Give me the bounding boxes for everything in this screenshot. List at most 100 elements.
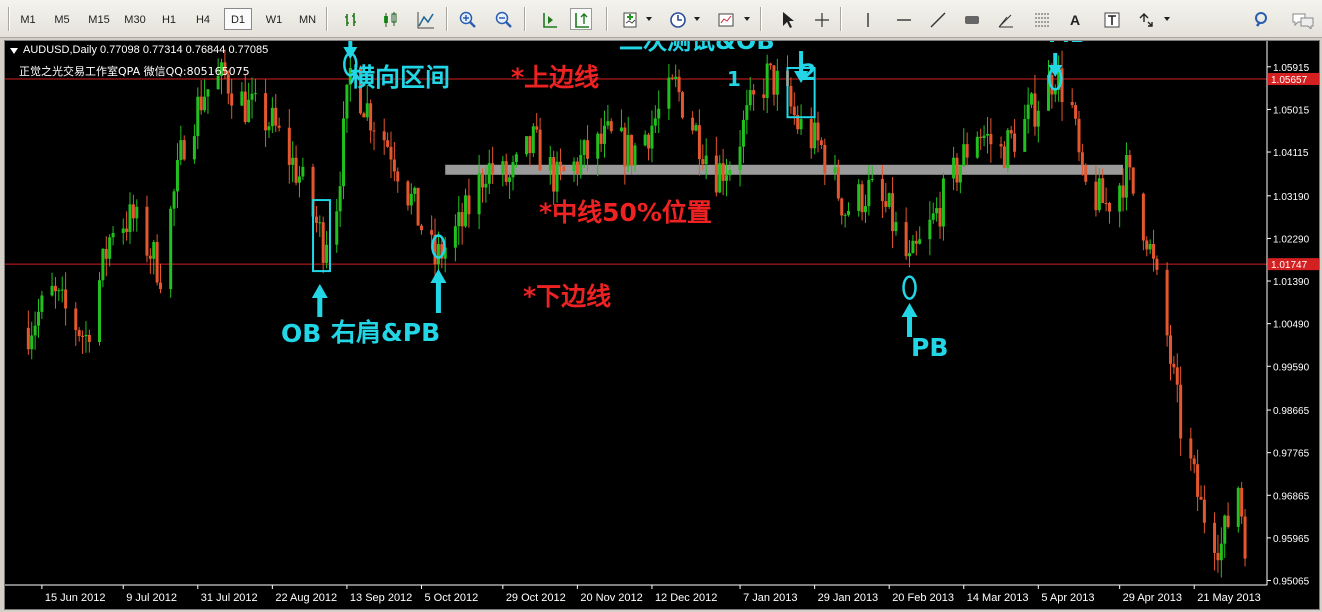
fibonacci-icon[interactable]: [1030, 8, 1052, 30]
candle-body: [321, 222, 325, 263]
candle-body: [389, 146, 393, 160]
candle-body: [33, 325, 37, 336]
candle-body: [799, 119, 803, 130]
arrows-dropdown-icon[interactable]: [1164, 17, 1170, 21]
candle-body: [508, 177, 512, 182]
horizontal-line-icon[interactable]: [892, 8, 914, 30]
candle-body: [1155, 258, 1159, 270]
time-tick-label: 12 Dec 2012: [655, 592, 717, 604]
search-icon[interactable]: [1250, 8, 1272, 30]
time-tick-label: 29 Oct 2012: [506, 592, 566, 604]
candle-body: [884, 201, 888, 207]
templates-icon[interactable]: [714, 8, 736, 30]
candle-body: [277, 125, 281, 128]
timeframe-m15[interactable]: M15: [88, 14, 110, 26]
candle-body: [487, 163, 491, 184]
candle-body: [433, 234, 437, 265]
candle-body: [1077, 118, 1081, 153]
candle-body: [762, 94, 766, 98]
timeframe-mn[interactable]: MN: [299, 14, 317, 26]
candle-body: [318, 222, 322, 224]
candle-body: [362, 113, 366, 118]
candle-body: [342, 118, 346, 187]
zoom-out-icon[interactable]: [492, 8, 514, 30]
indicators-dropdown-icon[interactable]: [646, 17, 652, 21]
timeframe-h1[interactable]: H1: [161, 14, 177, 26]
candle-body: [1006, 130, 1010, 168]
candle-body: [728, 169, 732, 176]
candle-body: [1101, 178, 1105, 204]
candle-body: [738, 146, 742, 170]
candle-body: [40, 295, 44, 312]
timeframe-m30[interactable]: M30: [124, 14, 146, 26]
candle-body: [1236, 487, 1240, 527]
crosshair-icon[interactable]: [810, 8, 832, 30]
candle-body: [633, 145, 637, 166]
timeframe-w1[interactable]: W1: [265, 14, 283, 26]
candle-body: [270, 107, 274, 127]
candle-body: [1172, 363, 1176, 368]
vertical-line-icon[interactable]: [856, 8, 878, 30]
candle-body: [667, 77, 671, 109]
candle-body: [169, 208, 173, 290]
candle-body: [575, 161, 579, 175]
candle-body: [847, 210, 851, 215]
channel-icon[interactable]: [960, 8, 982, 30]
collapse-triangle-icon[interactable]: [10, 48, 18, 54]
candle-body: [267, 126, 271, 131]
candle-body: [1023, 119, 1027, 152]
text-label-icon[interactable]: [1100, 8, 1122, 30]
chat-icon[interactable]: [1288, 8, 1316, 30]
candle-body: [26, 327, 30, 350]
candle-body: [975, 136, 979, 158]
timeframe-m5[interactable]: M5: [54, 14, 70, 26]
candlestick-icon[interactable]: [378, 8, 400, 30]
candle-body: [301, 166, 305, 177]
candle-body: [84, 334, 88, 337]
candle-body: [335, 211, 339, 245]
candle-body: [1202, 499, 1206, 523]
chart-window[interactable]: 1.05657 1.01747 1.05915 1.05015 1.04115 1.03…: [4, 40, 1320, 610]
zoom-in-icon[interactable]: [456, 8, 478, 30]
annotation-lower-line: *下边线: [523, 282, 612, 311]
candle-body: [535, 126, 539, 130]
candle-body: [1226, 515, 1230, 527]
candle-body: [623, 127, 627, 167]
candle-body: [396, 171, 400, 182]
candle-body: [918, 239, 922, 244]
candle-body: [436, 244, 440, 265]
price-chart[interactable]: 1.05657 1.01747 1.05915 1.05015 1.04115 1.03…: [5, 41, 1319, 609]
candle-body: [179, 140, 183, 161]
bar-chart-icon[interactable]: [340, 8, 362, 30]
templates-dropdown-icon[interactable]: [744, 17, 750, 21]
trendline-icon[interactable]: [926, 8, 948, 30]
candle-body: [765, 63, 769, 98]
candle-body: [952, 157, 956, 179]
text-tool-button[interactable]: A: [1069, 12, 1081, 28]
indicators-icon[interactable]: [618, 8, 640, 30]
timeframe-h4[interactable]: H4: [195, 14, 211, 26]
time-tick-label: 13 Sep 2012: [350, 592, 412, 604]
arrows-icon[interactable]: [1134, 8, 1156, 30]
candle-body: [582, 140, 586, 155]
candle-body: [419, 225, 423, 231]
timeframe-m1[interactable]: M1: [20, 14, 36, 26]
toolbar-separator: [446, 7, 448, 31]
periods-dropdown-icon[interactable]: [694, 17, 700, 21]
second-test-arrow: [794, 51, 809, 83]
gann-icon[interactable]: [994, 8, 1016, 30]
cursor-arrow-icon[interactable]: [776, 8, 798, 30]
candle-body: [1030, 93, 1034, 105]
candle-body: [555, 161, 559, 192]
candle-body: [480, 173, 484, 188]
periods-clock-icon[interactable]: [666, 8, 688, 30]
timeframe-d1[interactable]: D1: [224, 8, 252, 30]
time-tick-label: 31 Jul 2012: [201, 592, 258, 604]
chart-shift-icon[interactable]: [570, 8, 592, 30]
auto-scroll-icon[interactable]: [538, 8, 560, 30]
candle-body: [674, 76, 678, 79]
candle-body: [243, 91, 247, 122]
candle-body: [338, 186, 342, 212]
candle-body: [938, 208, 942, 227]
line-chart-icon[interactable]: [414, 8, 436, 30]
